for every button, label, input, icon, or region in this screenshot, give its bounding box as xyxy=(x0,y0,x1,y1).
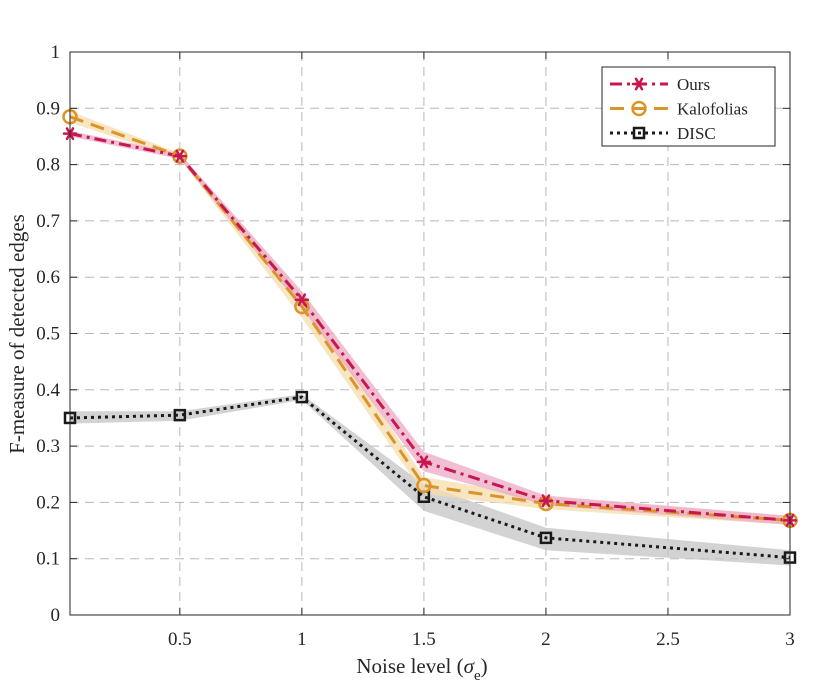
marker-disc xyxy=(173,408,187,422)
line-disc xyxy=(69,395,791,560)
legend-label-disc: DISC xyxy=(677,124,716,143)
y-axis-label: F-measure of detected edges xyxy=(5,214,29,454)
marker-ours xyxy=(172,149,188,163)
y-tick-label: 0.8 xyxy=(36,155,60,176)
x-axis-label-sigma: σ xyxy=(464,654,476,678)
legend-box xyxy=(601,66,776,147)
legend-label-kalofolias: Kalofolias xyxy=(677,100,748,119)
asterisk-stroke xyxy=(419,455,429,469)
legend-label-ours: Ours xyxy=(677,75,710,94)
line-ours xyxy=(69,132,791,522)
line-kalofolias xyxy=(69,115,791,522)
grid xyxy=(70,52,790,615)
y-tick-label: 0 xyxy=(51,605,61,626)
x-axis-label: Noise level (σe) xyxy=(356,654,487,684)
y-tick-label: 0.5 xyxy=(36,324,60,345)
legend-marker-kalofolias xyxy=(631,100,647,117)
marker-disc xyxy=(539,531,553,545)
y-tick-label: 0.1 xyxy=(36,549,60,570)
x-tick-label: 2 xyxy=(541,629,551,650)
tick-labels: 0.5 1 1.5 2 2.5 3 0 0.1 0.2 0.3 0.4 0.5 0.6 0.7 0.8 0.9… xyxy=(36,42,795,650)
confidence-bands xyxy=(70,111,790,566)
x-tick-label: 1.5 xyxy=(412,629,436,650)
asterisk-stroke xyxy=(297,293,307,307)
legend-marker-disc xyxy=(632,126,646,140)
x-axis-label-suffix: ) xyxy=(481,654,488,678)
y-tick-label: 0.2 xyxy=(36,492,60,513)
asterisk-stroke xyxy=(541,494,551,508)
x-axis-label-prefix: Noise level ( xyxy=(356,654,463,678)
series-markers xyxy=(62,108,798,564)
x-tick-label: 0.5 xyxy=(168,629,192,650)
marker-ours xyxy=(538,494,554,508)
x-tick-label: 3 xyxy=(785,629,795,650)
axis-ticks xyxy=(70,51,791,616)
y-tick-label: 0.9 xyxy=(36,98,60,119)
marker-kalofolias xyxy=(416,477,432,494)
y-tick-label: 0.6 xyxy=(36,267,60,288)
y-tick-label: 0.7 xyxy=(36,211,60,232)
band-disc xyxy=(70,394,790,566)
series-lines xyxy=(69,115,791,560)
x-tick-label: 1 xyxy=(297,629,307,650)
asterisk-stroke xyxy=(634,77,644,91)
y-tick-label: 0.4 xyxy=(36,380,60,401)
y-tick-label: 1 xyxy=(51,42,61,63)
legend-marker-ours xyxy=(631,77,647,91)
asterisk-stroke xyxy=(175,149,185,163)
x-tick-label: 2.5 xyxy=(656,629,680,650)
y-tick-label: 0.3 xyxy=(36,436,60,457)
marker-ours xyxy=(416,455,432,469)
marker-ours xyxy=(294,293,310,307)
legend: Ours Kalofolias DISC xyxy=(601,66,776,147)
marker-kalofolias xyxy=(538,495,554,512)
marker-disc xyxy=(295,390,309,404)
x-axis-label-subscript: e xyxy=(474,668,481,684)
